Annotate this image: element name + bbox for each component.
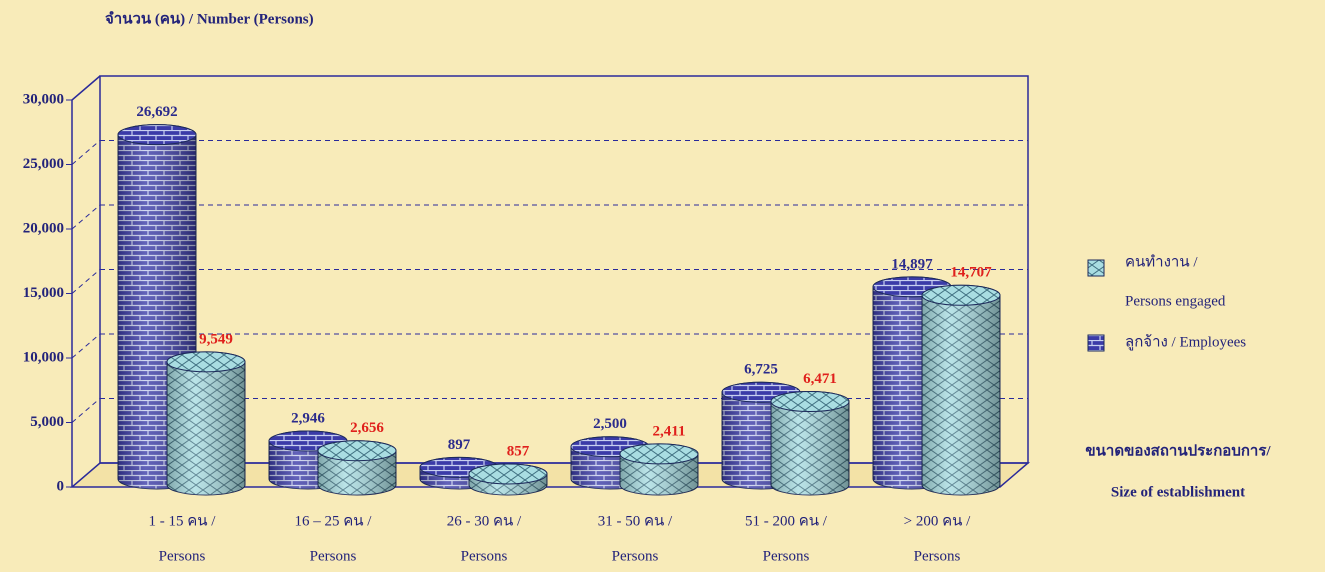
data-label: 2,946 xyxy=(291,410,325,426)
x-tick-label: Persons xyxy=(159,548,206,564)
data-label: 2,411 xyxy=(653,423,686,439)
cylinder-top xyxy=(117,124,197,146)
cylinder-top xyxy=(619,443,699,465)
data-label: 26,692 xyxy=(136,104,177,120)
grid-line xyxy=(71,333,101,359)
grid-line xyxy=(71,204,101,230)
legend-label: ลูกจ้าง / Employees xyxy=(1125,333,1246,350)
grid-line xyxy=(71,398,101,423)
data-label: 14,897 xyxy=(891,256,933,272)
data-label: 14,707 xyxy=(950,265,992,281)
x-tick-label: Persons xyxy=(461,548,508,564)
cylinder-top xyxy=(317,440,397,462)
data-label: 6,725 xyxy=(744,362,778,378)
data-label: 6,471 xyxy=(803,371,837,387)
y-tick-label: 15,000 xyxy=(23,285,64,301)
data-label: 897 xyxy=(448,437,471,453)
data-label: 9,549 xyxy=(199,331,233,347)
y-tick-label: 0 xyxy=(57,478,65,494)
y-tick-label: 10,000 xyxy=(23,349,64,365)
data-label: 2,656 xyxy=(350,420,384,436)
cylinder-top xyxy=(770,391,850,413)
x-tick-label: Persons xyxy=(914,548,961,564)
x-tick-label: 31 - 50 คน / xyxy=(598,513,673,529)
y-tick-label: 20,000 xyxy=(23,220,64,236)
cylinder-top xyxy=(921,284,1001,306)
cylinder-shade xyxy=(167,351,245,495)
x-tick-label: Persons xyxy=(612,548,659,564)
y-tick-label: 5,000 xyxy=(30,414,64,430)
x-tick-label: > 200 คน / xyxy=(904,513,971,529)
legend-label: Persons engaged xyxy=(1125,293,1226,309)
legend-swatch xyxy=(1087,334,1105,352)
cylinder-shade xyxy=(771,391,849,495)
x-tick-label: Persons xyxy=(763,548,810,564)
data-label: 857 xyxy=(507,443,530,459)
x-tick-label: Persons xyxy=(310,548,357,564)
x-axis-title: Size of establishment xyxy=(1111,484,1245,500)
y-tick-label: 30,000 xyxy=(23,91,64,107)
cylinder-top xyxy=(468,463,548,485)
x-tick-label: 26 - 30 คน / xyxy=(447,513,522,529)
data-label: 2,500 xyxy=(593,416,627,432)
x-axis-title: ขนาดของสถานประกอบการ/ xyxy=(1085,443,1271,459)
cylinder-top xyxy=(166,351,246,373)
x-tick-label: 51 - 200 คน / xyxy=(745,513,828,529)
y-tick-label: 25,000 xyxy=(23,156,64,172)
cylinder-shade xyxy=(922,285,1000,495)
x-tick-label: 1 - 15 คน / xyxy=(149,513,217,529)
x-tick-label: 16 – 25 คน / xyxy=(295,513,373,529)
grid-line xyxy=(71,269,101,294)
grid-line xyxy=(71,140,101,165)
legend-label: คนทำงาน / xyxy=(1125,253,1198,270)
y-axis-title: จำนวน (คน) / Number (Persons) xyxy=(105,10,314,27)
legend-swatch xyxy=(1087,259,1105,277)
